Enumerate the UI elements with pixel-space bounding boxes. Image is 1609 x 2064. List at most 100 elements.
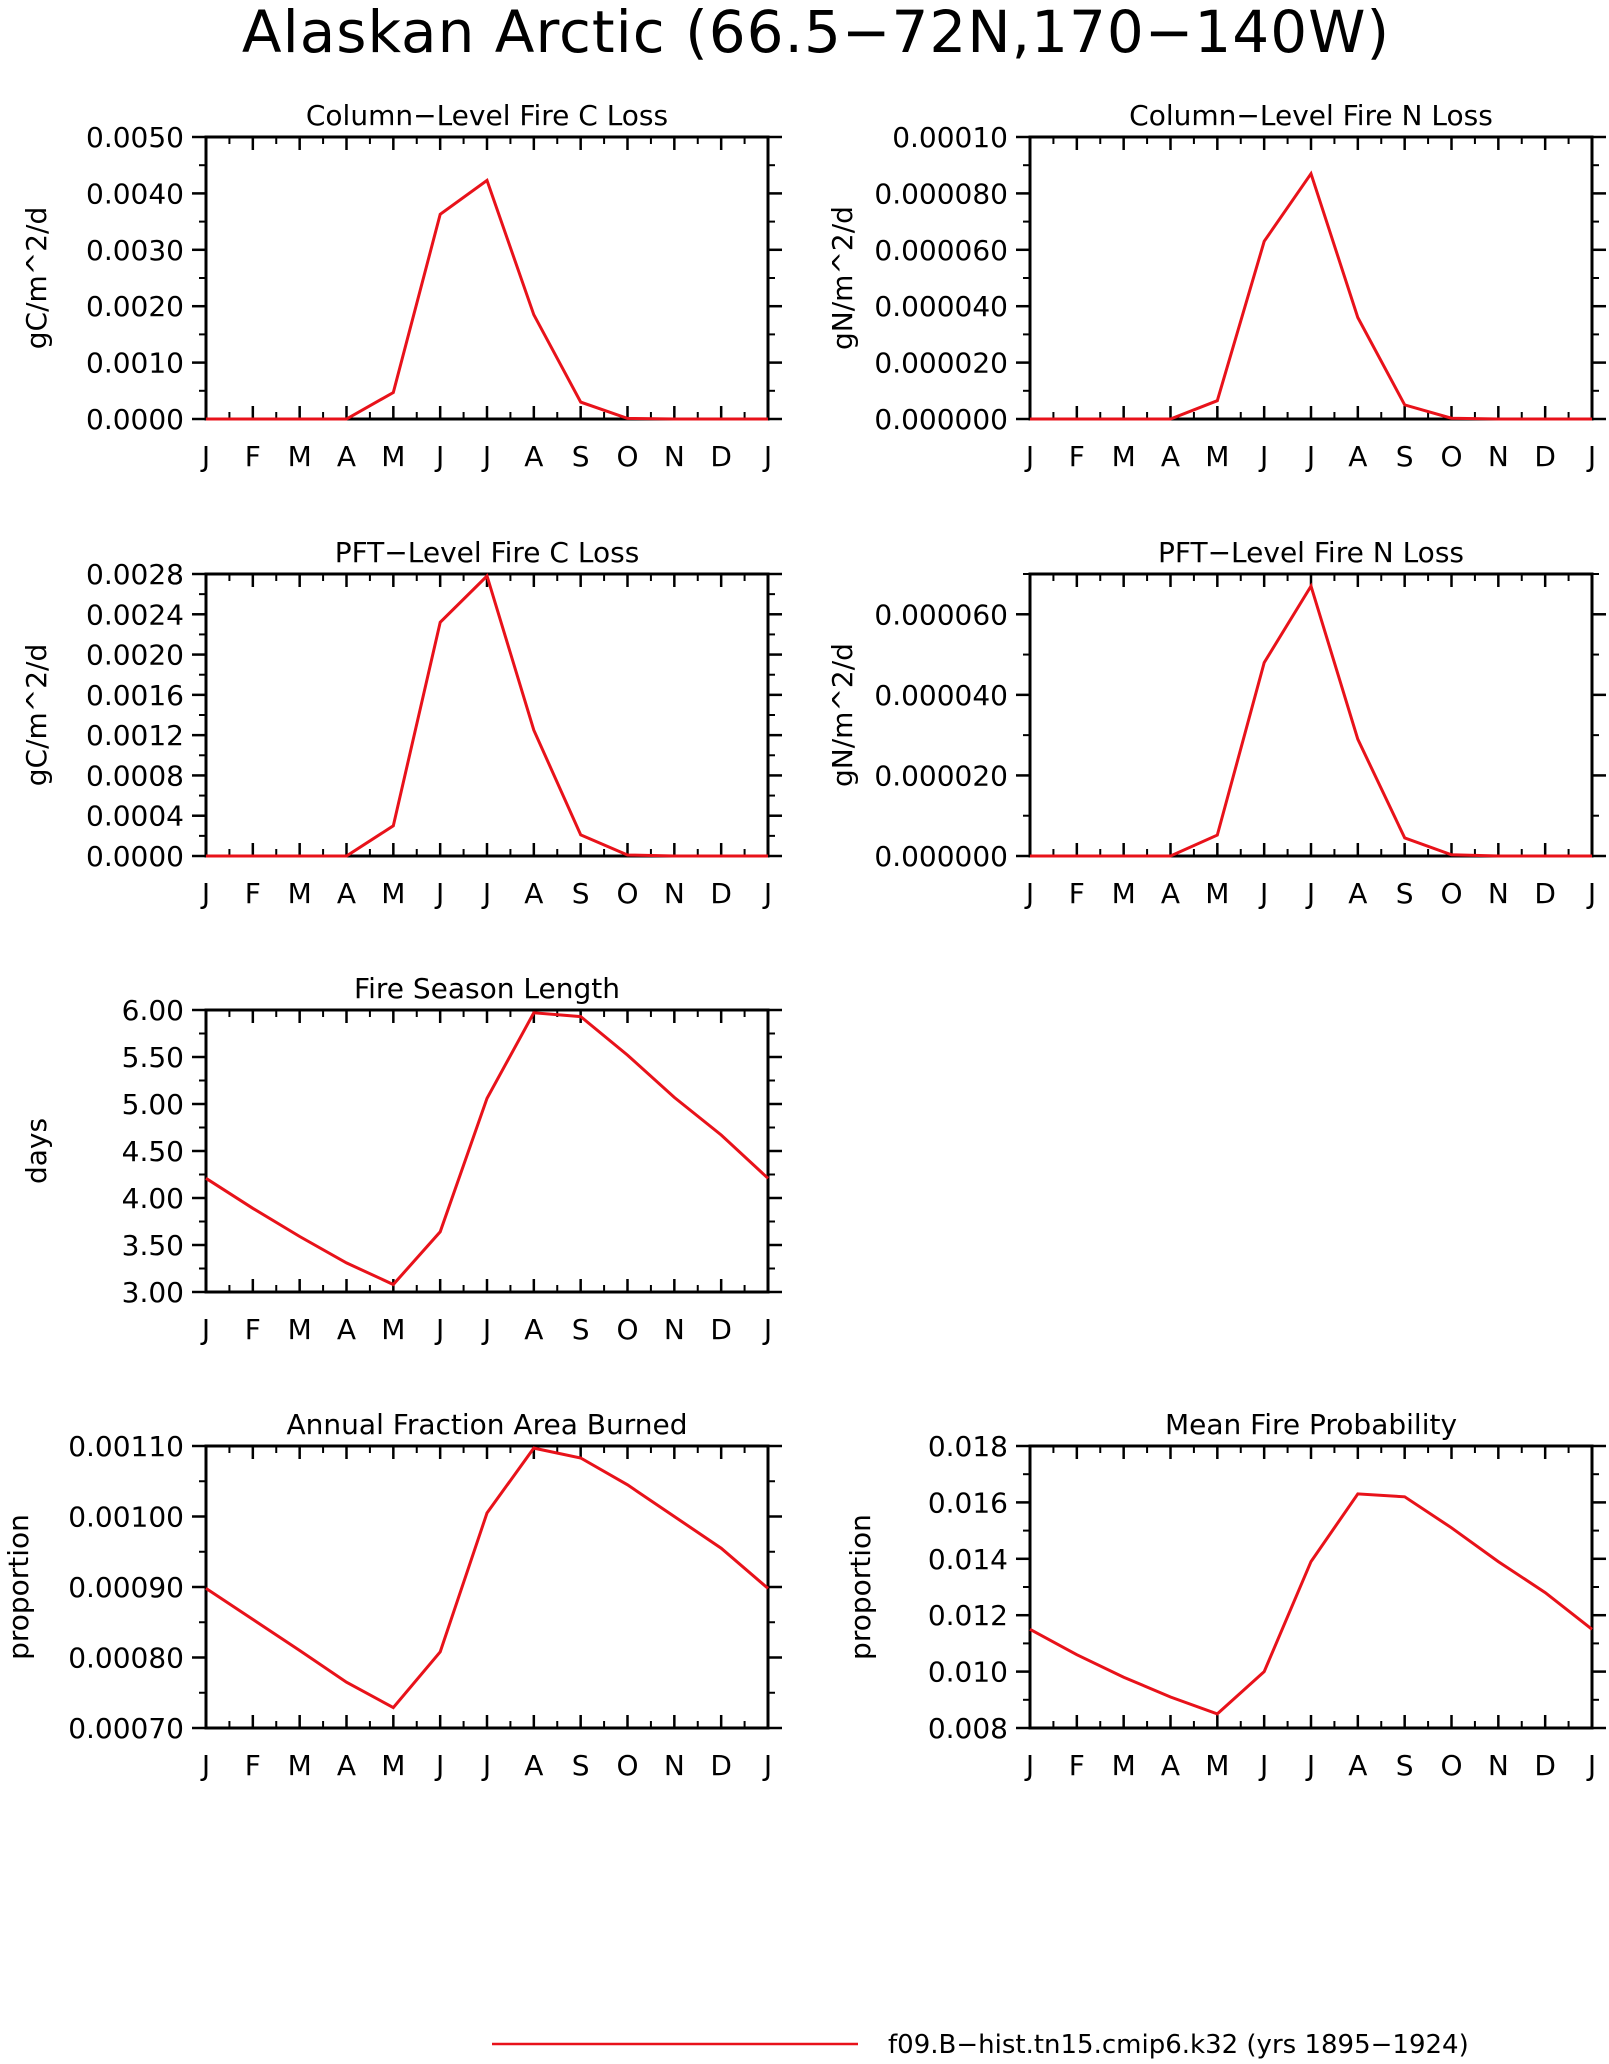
x-tick-label: O [616,1313,638,1346]
panel-title: Mean Fire Probability [1165,1408,1457,1441]
x-tick-label: S [572,1749,590,1782]
x-tick-label: A [524,440,543,473]
y-tick-label: 0.0028 [86,558,184,591]
y-tick-label: 0.000080 [874,177,1008,210]
x-tick-label: N [664,1749,685,1782]
x-tick-label: O [616,440,638,473]
y-axis-label: gC/m^2/d [20,644,53,787]
chart-panel: J F M A M J J A S O N D J3.003.504.004.505.005.506.0… [20,972,782,1346]
panel-title: Annual Fraction Area Burned [287,1408,688,1441]
x-tick-label: N [664,1313,685,1346]
x-tick-label: J [200,440,210,473]
x-tick-label: J [434,877,444,910]
x-tick-label: M [381,440,405,473]
y-tick-label: 0.0024 [86,598,184,631]
x-tick-label: N [664,877,685,910]
series-line [205,1011,770,1287]
legend-label: f09.B−hist.tn15.cmip6.k32 (yrs 1895−1924… [888,2030,1469,2060]
y-tick-label: 0.0000 [86,403,184,436]
panel-title: PFT−Level Fire N Loss [1158,536,1464,569]
x-tick-label: A [1161,1749,1180,1782]
x-tick-label: J [1258,1749,1268,1782]
x-tick-label: J [200,1313,210,1346]
x-tick-label: A [524,1749,543,1782]
x-tick-label: A [1161,440,1180,473]
series-line [1029,1492,1593,1716]
series-line [206,178,768,421]
x-tick-label: F [245,440,261,473]
x-tick-label: D [710,1749,732,1782]
x-tick-label: D [1534,1749,1556,1782]
y-tick-label: 4.50 [122,1135,184,1168]
y-tick-label: 0.00080 [68,1642,184,1675]
y-tick-label: 0.00100 [68,1501,184,1534]
x-tick-label: A [1348,877,1367,910]
x-tick-label: J [762,1749,772,1782]
x-tick-label: S [572,440,590,473]
x-tick-label: S [1396,440,1414,473]
y-tick-label: 0.000040 [874,679,1008,712]
y-tick-label: 0.016 [928,1486,1008,1519]
x-tick-label: M [288,440,312,473]
chart-panel: J F M A M J J A S O N D J0.0000000.0000200.0000400.0… [826,99,1606,473]
y-tick-label: 0.00110 [68,1430,184,1463]
x-tick-label: J [762,440,772,473]
panel-title: PFT−Level Fire C Loss [335,536,640,569]
y-axis-label: days [20,1118,53,1184]
x-tick-label: J [481,1749,491,1782]
x-tick-label: M [1112,877,1136,910]
x-tick-label: J [1024,440,1034,473]
y-axis-label: gN/m^2/d [826,643,859,787]
x-tick-label: M [381,1749,405,1782]
x-tick-label: J [434,1749,444,1782]
y-tick-label: 0.000000 [874,403,1008,436]
y-tick-label: 0.008 [928,1712,1008,1745]
x-tick-label: M [288,1313,312,1346]
y-tick-label: 4.00 [122,1182,184,1215]
y-tick-label: 0.0004 [86,800,184,833]
y-tick-label: 0.0010 [86,347,184,380]
x-tick-label: N [1488,1749,1509,1782]
x-tick-label: O [1440,440,1462,473]
x-tick-label: O [1440,877,1462,910]
x-tick-label: J [200,877,210,910]
y-tick-label: 0.000020 [874,759,1008,792]
x-tick-label: M [1205,877,1229,910]
x-tick-label: J [481,877,491,910]
y-tick-label: 0.000060 [874,598,1008,631]
x-tick-label: A [524,1313,543,1346]
x-tick-label: J [200,1749,210,1782]
panel-title: Fire Season Length [354,972,620,1005]
x-tick-label: F [245,1313,261,1346]
x-tick-label: J [1258,877,1268,910]
series-line [1030,170,1592,421]
x-tick-label: A [524,877,543,910]
y-tick-label: 0.000000 [874,840,1008,873]
x-tick-label: F [1069,1749,1085,1782]
x-tick-label: J [1586,877,1596,910]
x-tick-label: J [1024,1749,1034,1782]
x-tick-label: A [1348,440,1367,473]
y-tick-label: 0.0000 [86,840,184,873]
y-tick-label: 0.012 [928,1599,1008,1632]
x-tick-label: A [337,1749,356,1782]
y-tick-label: 0.000060 [874,234,1008,267]
chart-panel: J F M A M J J A S O N D J0.00000.00040.00080.00120.0… [20,536,782,910]
x-tick-label: M [381,877,405,910]
y-tick-label: 0.0040 [86,177,184,210]
x-tick-label: N [1488,877,1509,910]
x-tick-label: F [1069,440,1085,473]
x-tick-label: M [1205,1749,1229,1782]
chart-panel: J F M A M J J A S O N D J0.0000000.0000200.0000400.0… [826,536,1606,910]
y-tick-label: 0.0020 [86,290,184,323]
x-tick-label: O [616,877,638,910]
x-tick-label: J [481,440,491,473]
x-tick-label: N [664,440,685,473]
x-tick-label: J [1305,1749,1315,1782]
x-tick-label: D [1534,440,1556,473]
y-tick-label: 0.000040 [874,290,1008,323]
panel-title: Column−Level Fire N Loss [1129,99,1493,132]
chart-panel: J F M A M J J A S O N D J0.0080.0100.0120.0140.0160.… [844,1408,1606,1782]
x-tick-label: J [434,1313,444,1346]
